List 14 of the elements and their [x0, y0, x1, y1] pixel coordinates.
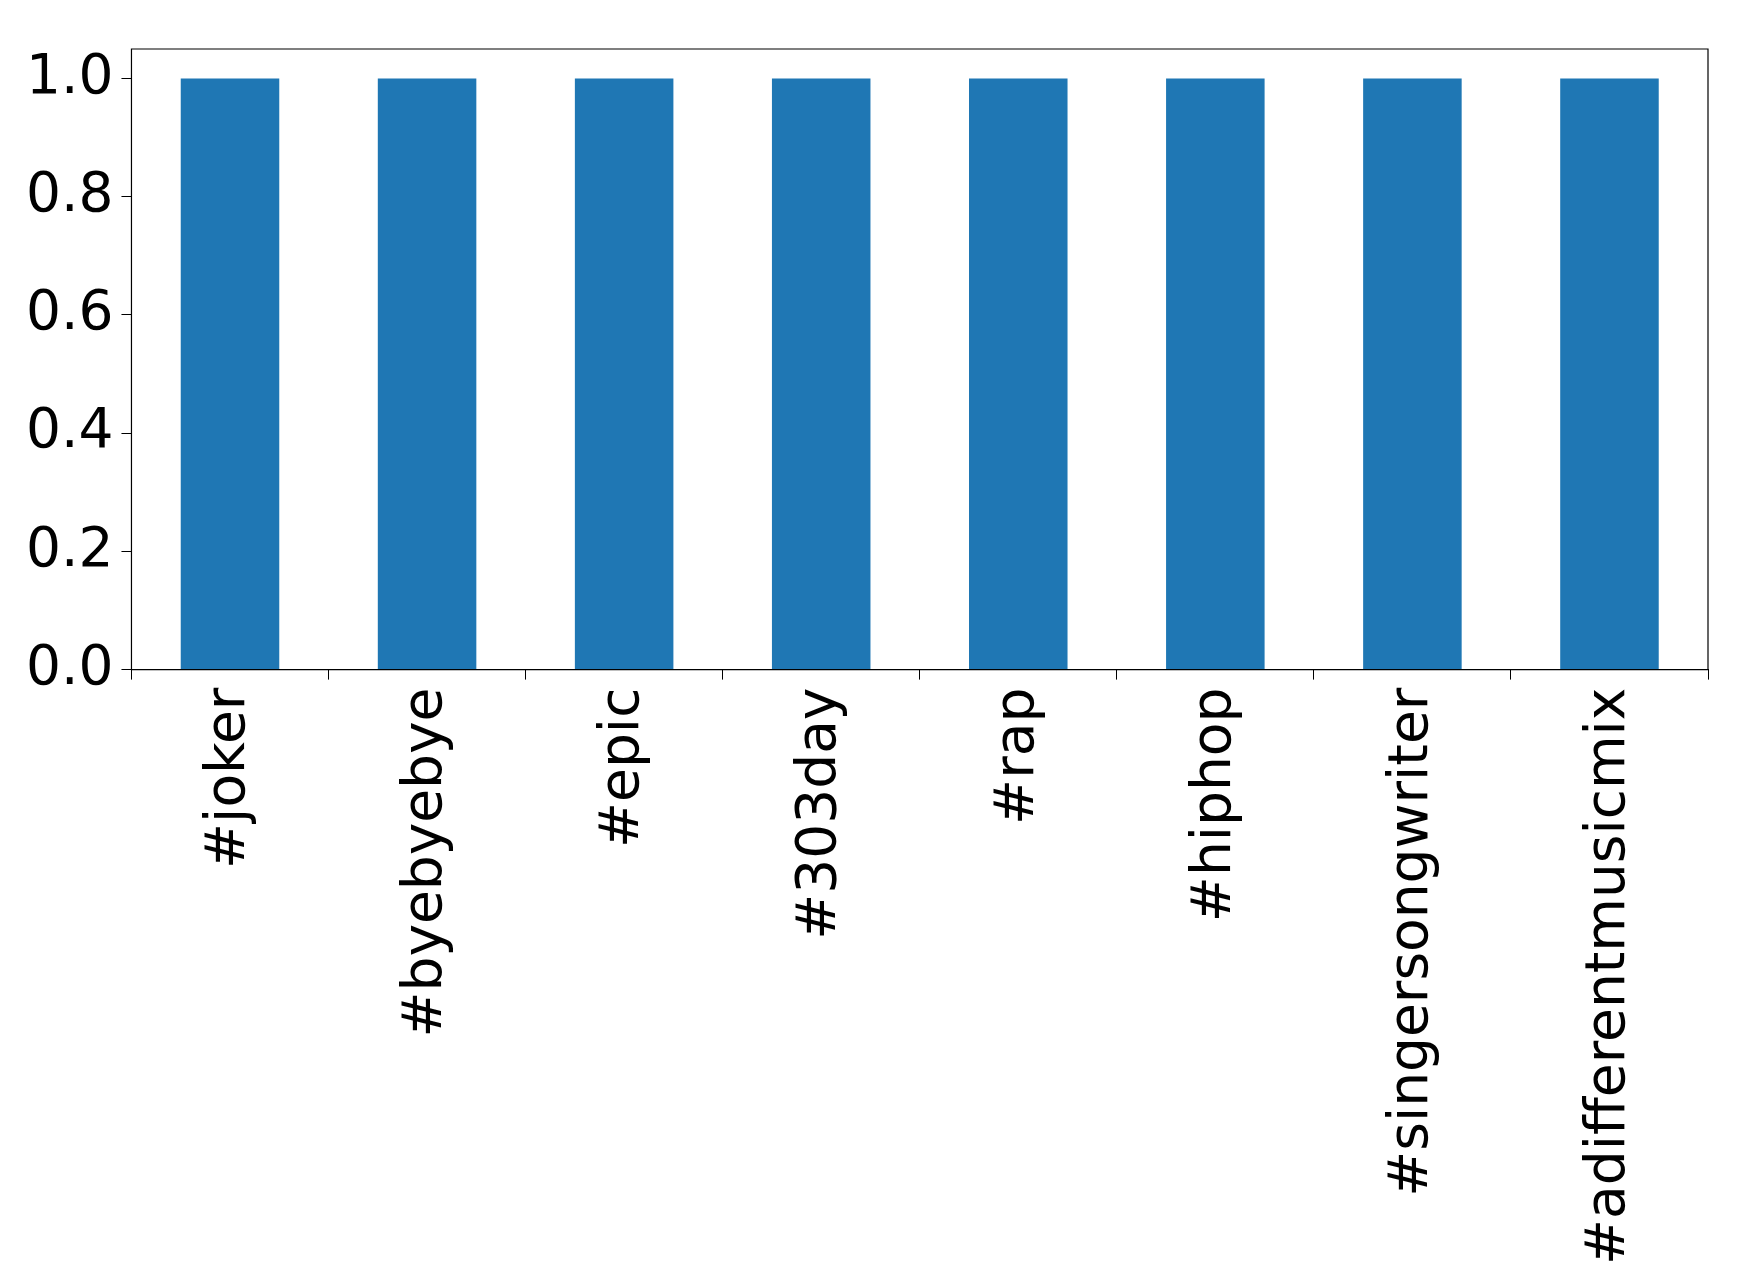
y-tick-label: 0.4 [26, 396, 114, 461]
y-tick-label: 0.8 [26, 160, 114, 225]
y-tick-label: 0.2 [26, 514, 114, 579]
y-tick-label: 0.0 [26, 632, 114, 697]
x-tick-label: #singersongwriter [1375, 687, 1440, 1197]
x-tick-label: #byebyebye [390, 687, 455, 1038]
y-tick-label: 0.6 [26, 278, 114, 343]
x-tick-label: #joker [193, 687, 258, 869]
x-tick-label: #adifferentmusicmix [1572, 687, 1637, 1266]
x-tick-label: #epic [587, 687, 652, 848]
x-tick-label: #rap [981, 687, 1046, 825]
x-tick-label: #303day [784, 687, 849, 940]
y-tick-label: 1.0 [26, 41, 114, 106]
x-tick-label: #hiphop [1178, 687, 1243, 923]
